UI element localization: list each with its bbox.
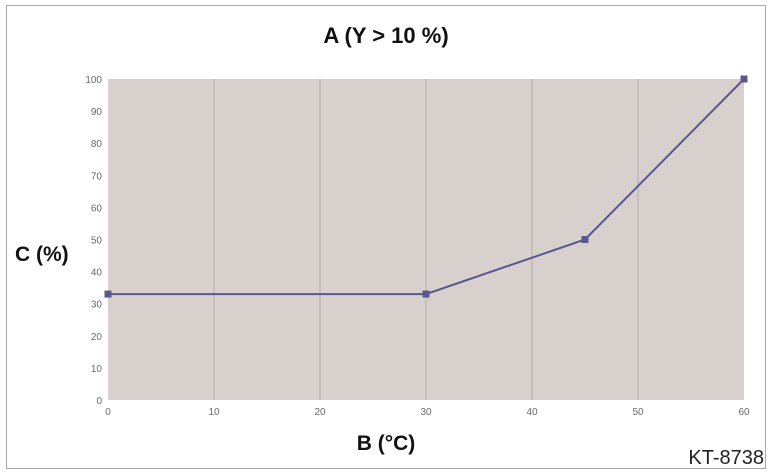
y-tick-label: 30 — [91, 300, 103, 311]
y-tick-label: 60 — [91, 203, 103, 214]
y-axis-label: C (%) — [15, 243, 69, 266]
figure-code: KT-8738 — [688, 447, 764, 469]
x-tick-label: 0 — [105, 407, 111, 418]
y-tick-label: 90 — [91, 107, 103, 118]
chart-title: A (Y > 10 %) — [323, 23, 449, 48]
x-axis-label: B (°C) — [356, 432, 416, 455]
y-tick-label: 100 — [85, 75, 102, 86]
x-tick-label: 50 — [632, 407, 644, 418]
x-tick-label: 10 — [208, 407, 220, 418]
y-tick-label: 80 — [91, 139, 103, 150]
data-point — [104, 290, 112, 298]
y-tick-label: 10 — [91, 364, 103, 375]
x-tick-label: 30 — [420, 407, 432, 418]
y-tick-label: 70 — [91, 171, 103, 182]
data-point — [422, 290, 430, 298]
x-tick-label: 40 — [526, 407, 538, 418]
data-point — [740, 75, 748, 83]
y-tick-label: 40 — [91, 268, 103, 279]
data-point — [581, 236, 589, 243]
x-tick-label: 20 — [314, 407, 326, 418]
y-tick-label: 0 — [96, 396, 102, 407]
series-line — [108, 78, 745, 296]
x-tick-label: 60 — [738, 407, 750, 418]
y-tick-label: 20 — [91, 332, 103, 343]
y-tick-label: 50 — [91, 236, 103, 247]
